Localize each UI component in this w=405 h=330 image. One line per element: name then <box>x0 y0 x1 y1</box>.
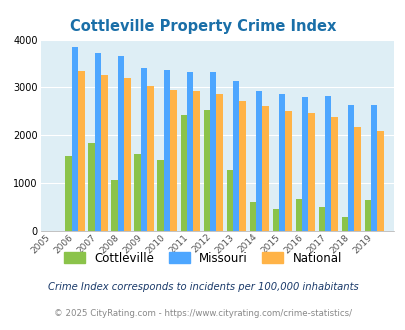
Bar <box>324 96 330 231</box>
Bar <box>262 106 268 231</box>
Bar <box>209 72 216 231</box>
Bar <box>256 91 262 231</box>
Bar <box>354 127 360 231</box>
Bar <box>308 113 314 231</box>
Legend: Cottleville, Missouri, National: Cottleville, Missouri, National <box>59 247 346 269</box>
Bar <box>72 47 78 231</box>
Bar <box>134 154 141 231</box>
Bar <box>101 75 107 231</box>
Bar <box>278 94 285 231</box>
Bar <box>347 105 354 231</box>
Bar <box>330 116 337 231</box>
Bar <box>157 160 164 231</box>
Text: Cottleville Property Crime Index: Cottleville Property Crime Index <box>70 19 335 34</box>
Bar <box>170 90 177 231</box>
Bar <box>226 170 232 231</box>
Bar <box>341 216 347 231</box>
Bar <box>164 70 170 231</box>
Text: © 2025 CityRating.com - https://www.cityrating.com/crime-statistics/: © 2025 CityRating.com - https://www.city… <box>54 309 351 318</box>
Bar <box>203 111 209 231</box>
Bar <box>193 91 199 231</box>
Bar <box>95 53 101 231</box>
Bar <box>295 199 301 231</box>
Bar <box>318 207 324 231</box>
Bar <box>377 130 383 231</box>
Bar <box>249 202 256 231</box>
Bar <box>124 78 130 231</box>
Bar <box>301 97 308 231</box>
Bar <box>370 105 377 231</box>
Text: Crime Index corresponds to incidents per 100,000 inhabitants: Crime Index corresponds to incidents per… <box>47 282 358 292</box>
Bar <box>111 180 117 231</box>
Bar <box>117 56 124 231</box>
Bar <box>239 101 245 231</box>
Bar <box>232 81 239 231</box>
Bar <box>285 112 291 231</box>
Bar <box>180 115 186 231</box>
Bar <box>186 72 193 231</box>
Bar <box>216 94 222 231</box>
Bar <box>364 200 370 231</box>
Bar <box>141 68 147 231</box>
Bar <box>272 210 278 231</box>
Bar <box>147 85 153 231</box>
Bar <box>88 144 95 231</box>
Bar <box>65 156 72 231</box>
Bar <box>78 71 85 231</box>
